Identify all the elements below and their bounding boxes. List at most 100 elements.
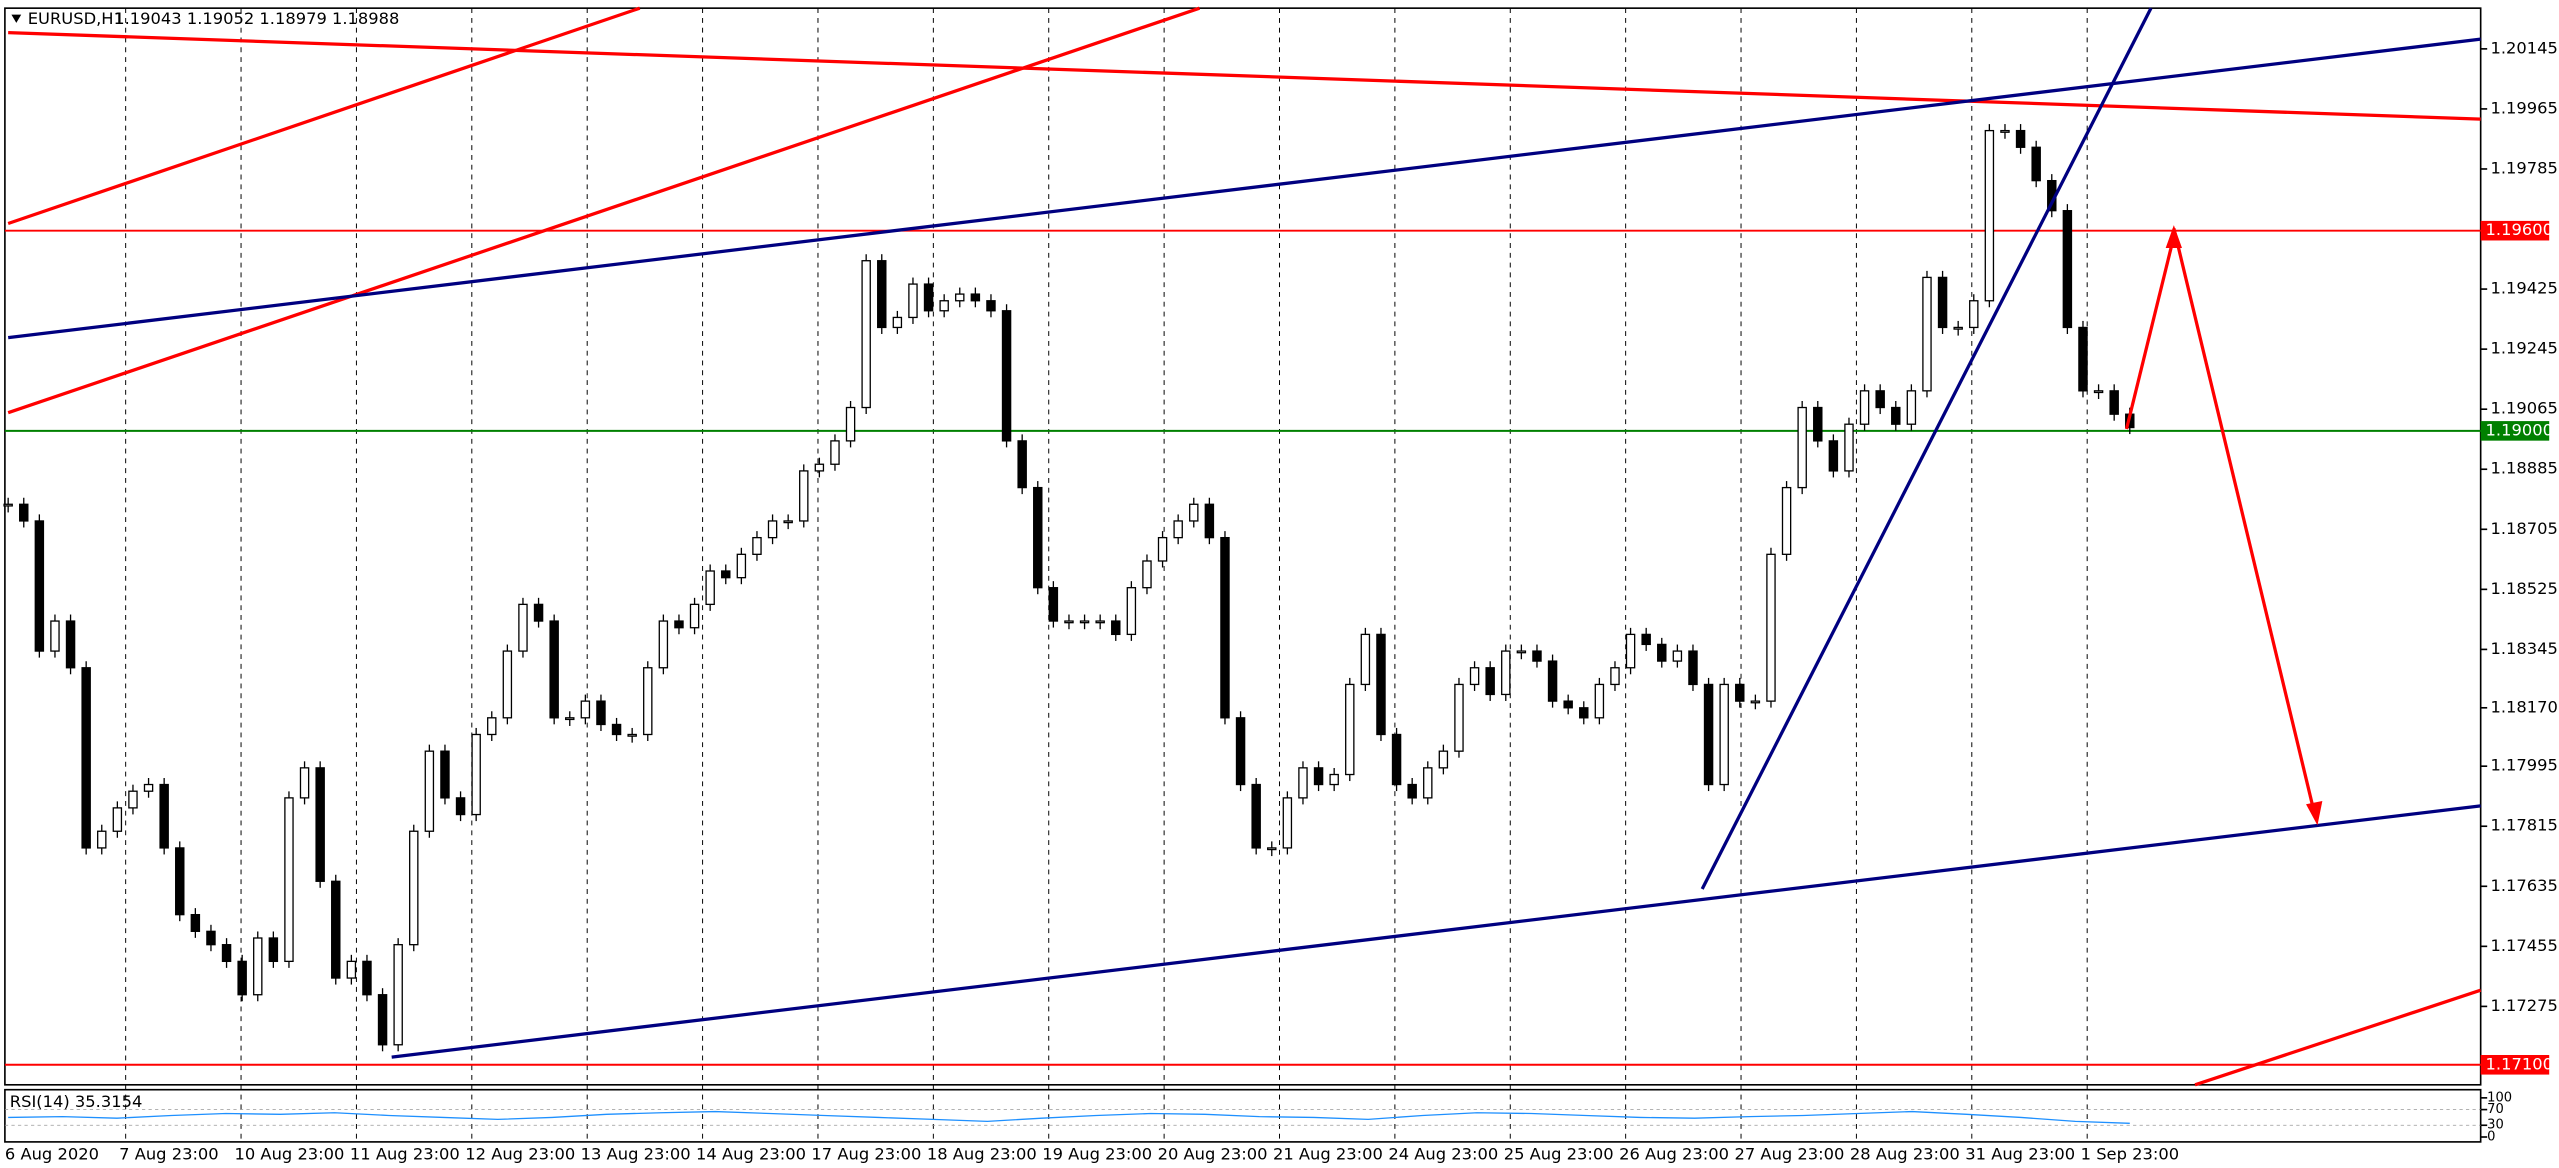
- candle: [1828, 440, 1839, 472]
- x-tick-label: 14 Aug 23:00: [696, 1144, 806, 1163]
- candle: [767, 520, 778, 539]
- candle: [128, 790, 138, 809]
- candle: [986, 300, 996, 312]
- candle: [362, 960, 372, 996]
- candle: [1298, 767, 1308, 799]
- candle: [471, 733, 481, 816]
- candle: [1391, 733, 1402, 786]
- candle: [237, 960, 247, 996]
- rsi-label: RSI(14) 35.3154: [10, 1092, 143, 1111]
- candle: [1173, 520, 1183, 539]
- candle: [1563, 700, 1573, 709]
- candle: [955, 293, 965, 302]
- candle: [2078, 326, 2088, 392]
- candle: [596, 700, 606, 726]
- candle: [487, 717, 497, 736]
- candle: [1657, 643, 1667, 662]
- candle: [1906, 390, 1917, 425]
- candle: [1547, 660, 1558, 702]
- trend-line: [1700, 7, 2153, 890]
- candle: [1142, 560, 1152, 589]
- candle: [814, 463, 825, 472]
- candle: [97, 830, 107, 849]
- candle: [1048, 587, 1059, 622]
- y-tick-label: 1.19425: [2490, 279, 2557, 298]
- candle: [112, 807, 123, 832]
- candle: [2062, 210, 2073, 329]
- candle: [1329, 773, 1339, 786]
- candle: [892, 316, 903, 329]
- rsi-line: [8, 1110, 2130, 1124]
- candle: [159, 783, 169, 849]
- level-label: 1.17100: [2486, 1054, 2553, 1073]
- candle: [1407, 783, 1417, 799]
- rsi-tick-label: 100: [2487, 1090, 2512, 1105]
- x-tick-label: 20 Aug 23:00: [1158, 1144, 1268, 1163]
- candle: [502, 650, 513, 719]
- y-tick-label: 1.17815: [2490, 816, 2557, 835]
- candle: [2109, 390, 2119, 415]
- candle: [549, 620, 559, 719]
- candle: [1111, 620, 1121, 636]
- x-tick-label: 10 Aug 23:00: [235, 1144, 345, 1163]
- candle: [1610, 667, 1620, 686]
- candle: [1516, 650, 1527, 654]
- candle: [1641, 633, 1651, 646]
- candle: [221, 944, 232, 963]
- x-tick-label: 25 Aug 23:00: [1504, 1144, 1614, 1163]
- candle: [1189, 503, 1199, 522]
- candle: [689, 603, 700, 629]
- x-tick-label: 11 Aug 23:00: [350, 1144, 460, 1163]
- candle: [1844, 423, 1854, 472]
- candle: [175, 847, 185, 916]
- candle: [393, 944, 403, 1046]
- trend-line: [7, 6, 641, 226]
- candle: [1532, 650, 1542, 662]
- x-tick-label: 28 Aug 23:00: [1850, 1144, 1960, 1163]
- candle: [1781, 486, 1792, 555]
- candle: [783, 520, 793, 524]
- candle: [1376, 633, 1386, 736]
- candle: [1579, 707, 1589, 719]
- candle: [2093, 390, 2104, 394]
- candle: [1859, 390, 1870, 425]
- candle: [1937, 276, 1948, 329]
- candle: [627, 733, 637, 737]
- trend-line: [2194, 988, 2482, 1087]
- candle: [861, 260, 871, 409]
- candle: [1423, 767, 1433, 799]
- candle: [2000, 129, 2010, 133]
- menu-icon[interactable]: [11, 14, 22, 23]
- candle: [736, 553, 747, 579]
- candle: [1251, 783, 1261, 849]
- candle: [1095, 620, 1105, 624]
- y-tick-label: 1.20145: [2490, 38, 2557, 57]
- candle: [752, 536, 762, 555]
- rsi-tick-label: 30: [2487, 1118, 2504, 1133]
- candle: [533, 603, 544, 622]
- x-tick-label: 24 Aug 23:00: [1388, 1144, 1498, 1163]
- level-tag: [2480, 421, 2550, 441]
- candle: [2031, 146, 2041, 182]
- candle: [424, 750, 435, 832]
- level-tag: [2480, 220, 2550, 241]
- candle: [939, 300, 949, 312]
- candle: [1157, 536, 1168, 562]
- x-tick-label: 17 Aug 23:00: [811, 1144, 921, 1163]
- candle: [299, 767, 310, 799]
- rsi-tick-label: 70: [2487, 1102, 2504, 1117]
- candle: [1017, 440, 1027, 489]
- candle: [1235, 717, 1246, 786]
- candle: [721, 570, 731, 579]
- trend-line: [391, 804, 2481, 1059]
- y-tick-label: 1.18885: [2490, 459, 2557, 478]
- candle: [877, 260, 887, 329]
- y-tick-label: 1.18170: [2490, 697, 2557, 716]
- arrow: [2172, 227, 2316, 813]
- candle: [1454, 683, 1464, 752]
- candle: [1485, 667, 1495, 696]
- y-tick-label: 1.17635: [2490, 876, 2557, 895]
- candle: [908, 283, 918, 319]
- candle: [923, 283, 934, 312]
